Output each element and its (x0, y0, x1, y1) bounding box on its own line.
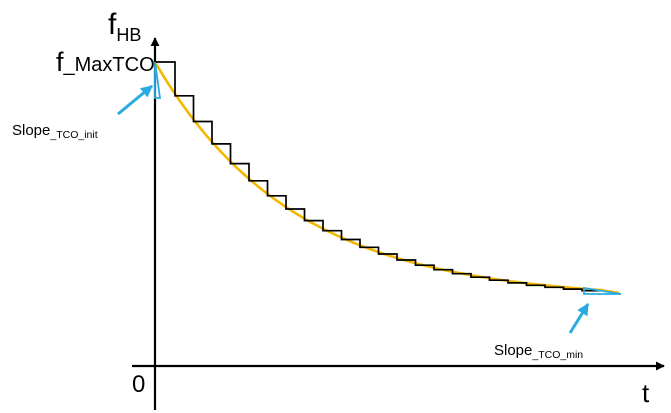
max-value-label-main: f (56, 47, 64, 77)
y-axis-label-main: f (108, 8, 117, 41)
slope-init-label-main: Slope (12, 122, 50, 139)
x-axis-label: t (642, 378, 650, 408)
slope-min-label: Slope_TCO_min (494, 342, 583, 361)
max-value-label-sub: _MaxTCO (63, 54, 155, 76)
slope-init-label: Slope_TCO_init (12, 122, 98, 141)
y-axis-label-sub: HB (116, 25, 141, 45)
slope-min-label-sub: _TCO_min (531, 349, 583, 361)
slope-min-label-main: Slope (494, 342, 532, 359)
y-axis-label: fHB (108, 8, 141, 45)
slope-init-marker (154, 61, 162, 99)
staircase-line (155, 61, 601, 292)
decay-curve (153, 61, 620, 295)
slope-init-arrow (117, 84, 153, 116)
origin-label: 0 (132, 371, 145, 398)
slope-min-marker (583, 286, 622, 295)
max-value-label: f_MaxTCO (56, 47, 155, 77)
slope-min-arrow (568, 302, 590, 334)
slope-init-label-sub: _TCO_init (49, 129, 97, 141)
